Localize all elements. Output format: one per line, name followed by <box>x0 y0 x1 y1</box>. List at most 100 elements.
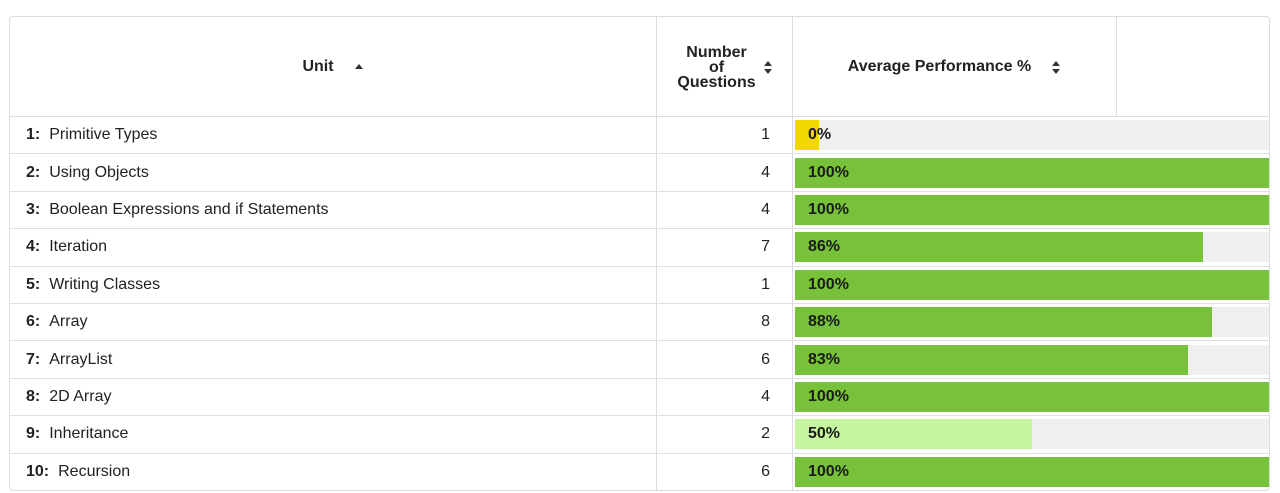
performance-cell: 100% <box>793 267 1269 303</box>
question-count-cell: 8 <box>657 303 793 341</box>
performance-bar-label: 83% <box>808 350 841 368</box>
unit-cell: 4: Iteration <box>10 229 657 266</box>
question-count-cell: 2 <box>657 416 793 453</box>
performance-bar-track: 100% <box>795 381 1269 412</box>
unit-number: 5: <box>26 275 41 293</box>
performance-bar-label: 100% <box>808 275 849 293</box>
performance-bar-fill <box>795 232 1203 263</box>
question-count-cell: 4 <box>657 191 793 229</box>
table-row[interactable]: 2: Using Objects 4 100% <box>10 154 1269 192</box>
count-label-line-2: of <box>708 58 725 76</box>
unit-name: Primitive Types <box>49 126 158 144</box>
table-row[interactable]: 4: Iteration 7 86% <box>10 229 1269 267</box>
unit-name: 2D Array <box>49 387 112 405</box>
performance-cell: 50% <box>793 416 1269 452</box>
performance-bar-fill <box>795 194 1269 225</box>
unit-number: 8: <box>26 387 41 405</box>
performance-bar-fill <box>795 381 1269 412</box>
performance-bar-track: 50% <box>795 419 1269 450</box>
performance-cell: 100% <box>793 192 1269 228</box>
performance-bar-fill <box>795 269 1269 300</box>
performance-bar-fill <box>795 344 1189 375</box>
table-row[interactable]: 3: Boolean Expressions and if Statements 4… <box>10 191 1269 230</box>
performance-cell: 100% <box>793 454 1269 490</box>
unit-number: 3: <box>26 200 41 218</box>
table-header: Unit Number of Questions Average Perform… <box>10 17 1269 117</box>
unit-name: Boolean Expressions and if Statements <box>49 200 329 218</box>
question-count-cell: 7 <box>657 229 793 266</box>
performance-cell: 100% <box>793 154 1269 190</box>
sort-ascending-icon[interactable] <box>354 59 364 75</box>
table-row[interactable]: 9: Inheritance 2 50% <box>10 416 1269 454</box>
column-header-empty <box>1117 17 1269 117</box>
performance-bar-fill <box>795 157 1269 188</box>
performance-bar-label: 50% <box>808 425 841 443</box>
table-row[interactable]: 5: Writing Classes 1 100% <box>10 266 1269 304</box>
unit-cell: 6: Array <box>10 303 657 341</box>
performance-bar-fill <box>795 457 1269 488</box>
unit-number: 10: <box>26 463 50 481</box>
unit-cell: 5: Writing Classes <box>10 266 657 303</box>
performance-bar-label: 100% <box>808 200 849 218</box>
performance-cell: 88% <box>793 304 1269 340</box>
sort-toggle-icon[interactable] <box>1051 59 1061 75</box>
performance-bar-track: 100% <box>795 157 1269 188</box>
unit-number: 1: <box>26 126 41 144</box>
performance-bar-track: 88% <box>795 307 1269 338</box>
question-count-cell: 1 <box>657 117 793 154</box>
question-count-cell: 4 <box>657 154 793 191</box>
table-row[interactable]: 1: Primitive Types 1 0% <box>10 117 1269 155</box>
unit-name: Array <box>49 313 88 331</box>
performance-cell: 100% <box>793 379 1269 415</box>
unit-cell: 2: Using Objects <box>10 154 657 191</box>
performance-bar-track: 100% <box>795 269 1269 300</box>
count-label-line-1: Number <box>686 43 747 61</box>
unit-name: Using Objects <box>49 163 149 181</box>
performance-bar-track: 0% <box>795 120 1269 151</box>
table-row[interactable]: 8: 2D Array 4 100% <box>10 378 1269 417</box>
performance-bar-track: 100% <box>795 457 1269 488</box>
column-header-unit[interactable]: Unit <box>10 17 657 117</box>
sort-toggle-icon[interactable] <box>763 59 773 75</box>
unit-cell: 8: 2D Array <box>10 378 657 416</box>
performance-bar-label: 100% <box>808 387 849 405</box>
question-count-cell: 1 <box>657 266 793 303</box>
column-header-unit-label: Unit <box>302 58 334 75</box>
table-row[interactable]: 10: Recursion 6 100% <box>10 453 1269 490</box>
performance-bar-label: 88% <box>808 313 841 331</box>
performance-bar-label: 0% <box>808 126 832 144</box>
unit-number: 2: <box>26 163 41 181</box>
unit-name: Iteration <box>49 238 108 256</box>
performance-bar-track: 86% <box>795 232 1269 263</box>
table-row[interactable]: 7: ArrayList 6 83% <box>10 341 1269 379</box>
unit-cell: 3: Boolean Expressions and if Statements <box>10 191 657 229</box>
performance-bar-fill <box>795 419 1032 450</box>
unit-cell: 1: Primitive Types <box>10 117 657 154</box>
unit-cell: 9: Inheritance <box>10 416 657 453</box>
table-body: 1: Primitive Types 1 0% 2: Using Objects 4 100%… <box>10 117 1269 490</box>
performance-cell: 86% <box>793 229 1269 265</box>
unit-cell: 7: ArrayList <box>10 341 657 378</box>
column-header-count-label: Number of Questions <box>677 43 757 91</box>
column-header-performance-label: Average Performance % <box>847 58 1032 75</box>
column-header-average-performance[interactable]: Average Performance % <box>793 17 1117 117</box>
question-count-cell: 4 <box>657 378 793 416</box>
performance-bar-label: 100% <box>808 463 849 481</box>
performance-bar-track: 83% <box>795 344 1269 375</box>
unit-number: 9: <box>26 425 41 443</box>
unit-number: 6: <box>26 313 41 331</box>
table-row[interactable]: 6: Array 8 88% <box>10 303 1269 342</box>
unit-number: 4: <box>26 238 41 256</box>
performance-bar-label: 86% <box>808 238 841 256</box>
unit-name: Recursion <box>58 463 131 481</box>
performance-bar-label: 100% <box>808 163 849 181</box>
unit-performance-table: Unit Number of Questions Average Perform… <box>9 16 1270 491</box>
unit-number: 7: <box>26 350 41 368</box>
unit-cell: 10: Recursion <box>10 453 657 490</box>
unit-name: Writing Classes <box>49 275 161 293</box>
unit-name: Inheritance <box>49 425 129 443</box>
column-header-number-of-questions[interactable]: Number of Questions <box>657 17 793 117</box>
performance-cell: 0% <box>793 117 1269 153</box>
count-label-line-3: Questions <box>677 73 756 91</box>
question-count-cell: 6 <box>657 341 793 378</box>
